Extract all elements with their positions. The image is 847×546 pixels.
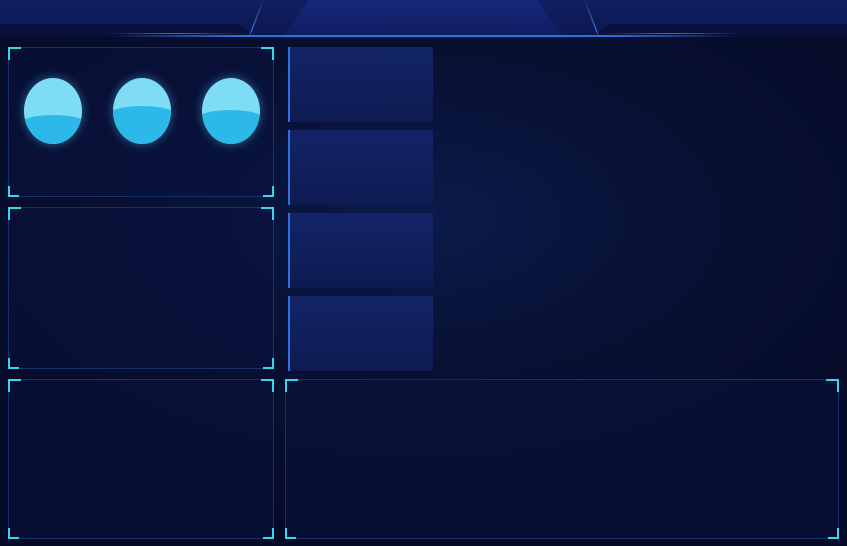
kpi-card-online-lines[interactable] [288, 130, 433, 205]
water-gauge-icon [112, 78, 171, 144]
region-map[interactable] [440, 42, 847, 377]
gauge-item[interactable] [18, 78, 88, 149]
user-analysis-gauges [9, 78, 275, 193]
kpi-card-online-users[interactable] [288, 47, 433, 122]
panel-device-stats [8, 379, 274, 539]
gauge-percent [202, 78, 260, 144]
app-header [0, 0, 847, 39]
water-gauge-icon [24, 78, 83, 144]
header-center-plate [283, 0, 564, 38]
panel-growth [285, 379, 839, 539]
map-canvas [440, 42, 847, 377]
water-gauge-icon [201, 78, 260, 144]
kpi-card-online-devices[interactable] [288, 213, 433, 288]
kpi-card-total-data[interactable] [288, 296, 433, 371]
panel-user-analysis [8, 47, 274, 197]
gauge-percent [113, 78, 171, 144]
header-underline [110, 35, 737, 37]
panel-login-stats [8, 207, 274, 369]
gauge-item[interactable] [196, 78, 266, 149]
gauge-item[interactable] [107, 78, 177, 149]
header-accent-line-left [100, 33, 250, 34]
header-accent-line-right [596, 33, 746, 34]
login-area-chart[interactable] [9, 232, 275, 368]
gauge-percent [24, 78, 82, 144]
growth-area-chart[interactable] [286, 410, 840, 538]
